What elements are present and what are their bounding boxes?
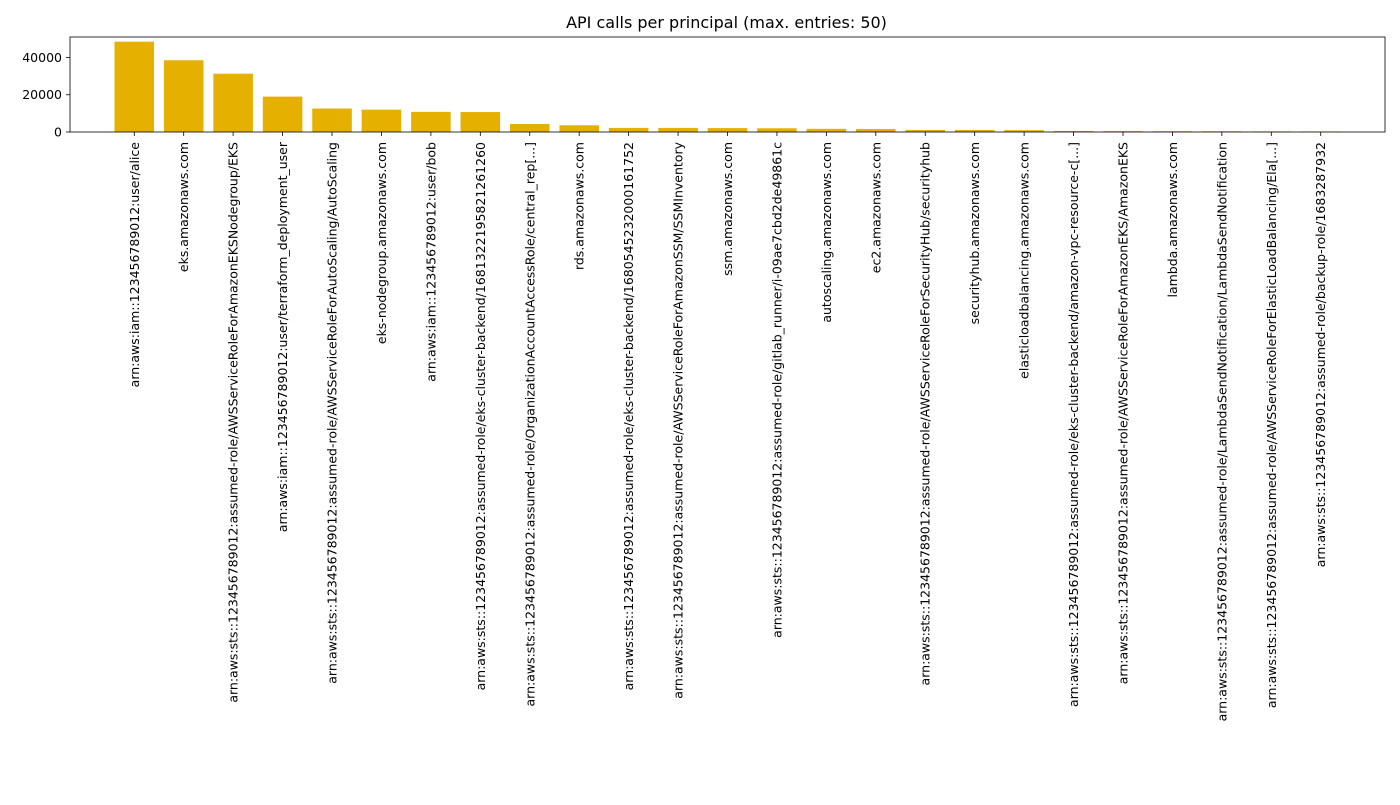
x-tick-label: ssm.amazonaws.com [720,142,735,276]
bar [609,128,649,132]
x-tick-label: eks.amazonaws.com [176,142,191,272]
x-tick-label: arn:aws:sts::123456789012:assumed-role/e… [1066,142,1081,707]
y-tick-label: 0 [54,125,62,140]
x-tick-label: arn:aws:sts::123456789012:assumed-role/A… [1264,142,1279,708]
x-tick-label: arn:aws:sts::123456789012:assumed-role/b… [1313,142,1328,567]
x-tick-label: arn:aws:sts::123456789012:assumed-role/L… [1214,142,1229,721]
x-tick-label: elasticloadbalancing.amazonaws.com [1017,142,1032,379]
y-tick-label: 20000 [22,87,62,102]
bar [757,128,797,132]
x-tick-label: arn:aws:sts::123456789012:assumed-role/A… [918,142,933,685]
x-tick-label: autoscaling.amazonaws.com [819,142,834,323]
x-tick-label: arn:aws:sts::123456789012:assumed-role/A… [226,142,241,703]
x-tick-label: arn:aws:sts::123456789012:assumed-role/e… [473,142,488,690]
bar [708,128,748,132]
bar [807,129,847,132]
x-tick-label: arn:aws:sts::123456789012:assumed-role/A… [325,142,340,684]
x-tick-label: arn:aws:sts::123456789012:assumed-role/A… [1115,142,1130,684]
x-tick-label: eks-nodegroup.amazonaws.com [374,142,389,344]
bar [263,97,303,132]
x-tick-label: arn:aws:iam::123456789012:user/terraform… [275,141,290,532]
x-tick-label: securityhub.amazonaws.com [967,142,982,324]
x-tick-label: arn:aws:sts::123456789012:assumed-role/A… [671,141,686,698]
x-tick-label: ec2.amazonaws.com [868,142,883,273]
bar [510,124,550,132]
bar [411,112,451,132]
bar [213,74,253,132]
chart-title: API calls per principal (max. entries: 5… [566,13,887,32]
x-tick-label: arn:aws:iam::123456789012:user/bob [423,142,438,382]
bar [362,110,402,132]
x-tick-label: arn:aws:sts::123456789012:assumed-role/e… [621,142,636,690]
bar [114,42,154,132]
x-tick-label: arn:aws:iam::123456789012:user/alice [127,142,142,388]
x-tick-label: arn:aws:sts::123456789012:assumed-role/O… [522,142,537,707]
bars-layer [114,42,1340,132]
bar [312,109,352,132]
bar [164,60,204,132]
x-tick-label: rds.amazonaws.com [572,142,587,270]
bar [856,129,896,132]
x-tick-label: arn:aws:sts::123456789012:assumed-role/g… [769,142,784,638]
y-tick-label: 40000 [22,50,62,65]
bar [559,125,599,132]
x-tick-label: lambda.amazonaws.com [1165,142,1180,298]
bar [658,128,698,132]
axes-layer: arn:aws:iam::123456789012:user/alice eks.… [22,37,1385,721]
bar [461,112,501,132]
